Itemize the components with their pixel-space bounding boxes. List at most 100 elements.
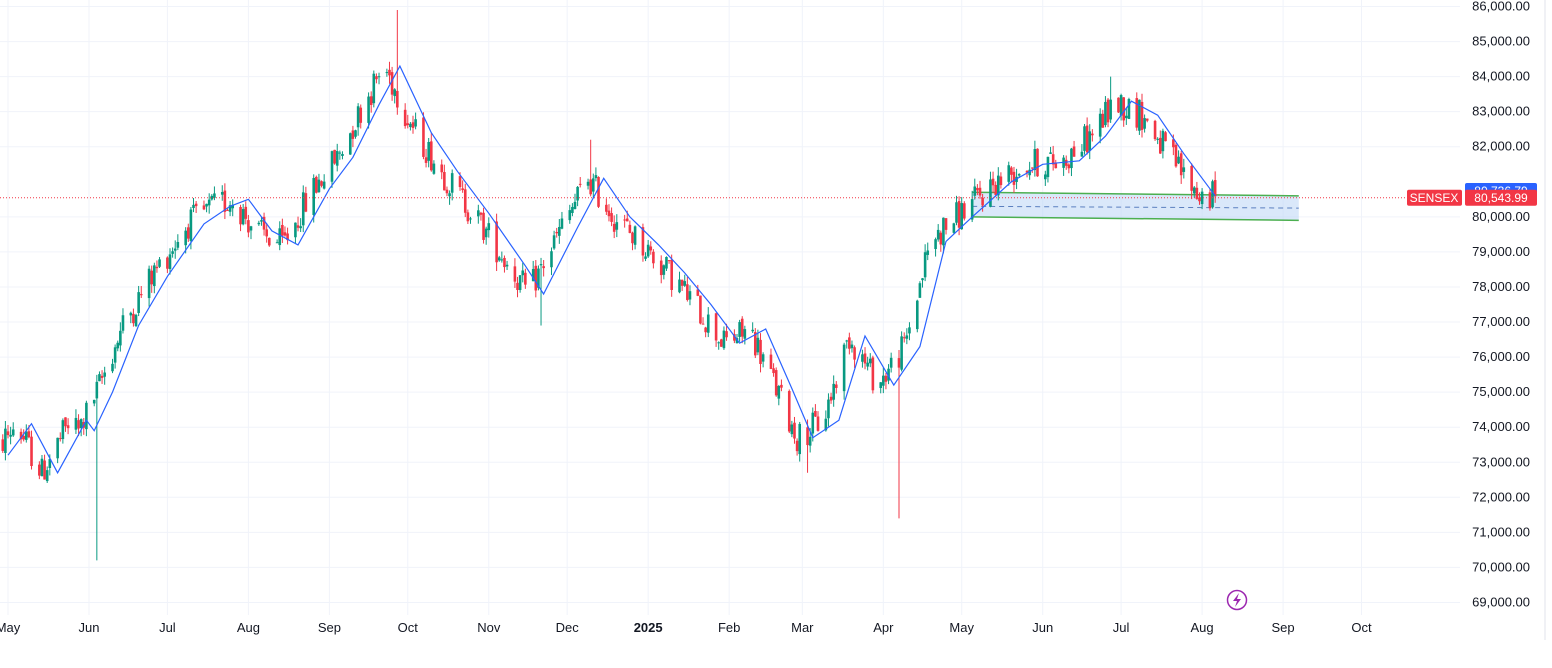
zone-fill [972,192,1299,221]
candle-body [1195,187,1199,199]
candle-body [301,192,305,226]
candle-body [772,368,775,374]
candle-body [482,212,485,240]
candle-body [1179,153,1183,176]
candle-body [64,417,67,427]
candle-body [207,199,211,206]
candle-body [740,318,744,337]
candle-body [879,382,883,389]
candle-body [589,179,592,195]
candle-body [202,205,206,210]
candle-body [450,173,454,193]
candle-body [733,334,736,341]
candle-body [814,410,817,417]
candle-body [356,106,360,128]
candle-body [722,330,726,349]
y-tick-label: 83,000.00 [1472,104,1530,119]
candle-body [1104,101,1107,126]
y-tick-label: 76,000.00 [1472,349,1530,364]
candle-body [223,190,227,212]
candle-body [503,257,506,268]
candle-body [516,282,519,290]
candle-body [45,470,49,482]
candle-body [1135,98,1139,128]
candle-body [1190,165,1193,191]
candle-body [824,418,828,431]
price-axis[interactable]: 86,000.00 85,000.00 84,000.00 83,000.00 82,0… [1472,0,1546,640]
candle-body [85,402,88,430]
candle-body [1211,181,1214,208]
time-axis[interactable]: May Jun Jul Aug Sep Oct Nov Dec 2025 Feb Mar Apr May… [0,620,1372,635]
candle-body [367,96,370,123]
candle-body [103,372,106,377]
candle-body [539,264,543,266]
candle-body [1083,126,1086,151]
candle-body [939,232,943,245]
candle-body [761,354,765,362]
y-tick-label: 77,000.00 [1472,314,1530,329]
candle-body [625,218,629,222]
candle-body [484,228,488,238]
candle-body [683,281,687,286]
candle-body [696,289,700,296]
candle-body [461,188,464,191]
candle-body [1007,165,1011,182]
candle-body [176,241,180,248]
candle-body [955,202,958,223]
candle-body [158,259,161,267]
candle-body [612,223,616,232]
candle-body [479,212,483,215]
candle-body [166,257,169,269]
candle-body [759,339,762,364]
candle-body [714,313,718,341]
candle-body [652,251,655,264]
candle-body [1117,97,1120,113]
lightning-icon[interactable] [1226,589,1248,611]
zone-top-line[interactable] [972,191,1299,197]
candle-body [260,220,263,222]
candle-body [463,189,467,213]
candle-body [66,425,70,429]
candle-body [333,149,336,164]
support-zone[interactable] [972,191,1299,222]
x-tick-label: Jun [1032,620,1053,635]
candle-body [552,235,556,249]
candle-body [48,459,52,469]
candle-body [445,189,449,194]
candle-body [665,257,668,269]
zone-bottom-line[interactable] [972,216,1299,222]
candle-body [1012,171,1016,185]
candle-body [1091,133,1094,136]
y-tick-label: 69,000.00 [1472,594,1530,609]
x-tick-label: Jun [79,620,100,635]
candle-body [1030,167,1034,169]
candle-body [981,197,984,206]
candle-body [312,177,316,215]
candle-body [827,399,830,419]
candle-body [239,207,242,225]
candle-body [934,239,937,250]
y-tick-label: 84,000.00 [1472,69,1530,84]
candle-body [6,431,10,436]
candle-body [281,224,284,236]
candle-body [999,176,1003,186]
zone-mid-line [972,205,1299,209]
candle-body [615,222,619,230]
candle-body [550,251,553,268]
candle-body [338,152,342,154]
candle-body [354,130,357,137]
candle-body [1,439,5,451]
candle-body [1213,180,1217,197]
candle-body [578,183,582,185]
candle-body [1200,191,1204,205]
candle-body [429,141,433,171]
candle-body [591,178,595,192]
x-tick-label: Nov [477,620,501,635]
candle-body [1140,101,1144,130]
candle-body [283,232,287,236]
candle-body [406,123,410,126]
candle-body [699,295,702,324]
candle-body [1158,137,1162,154]
